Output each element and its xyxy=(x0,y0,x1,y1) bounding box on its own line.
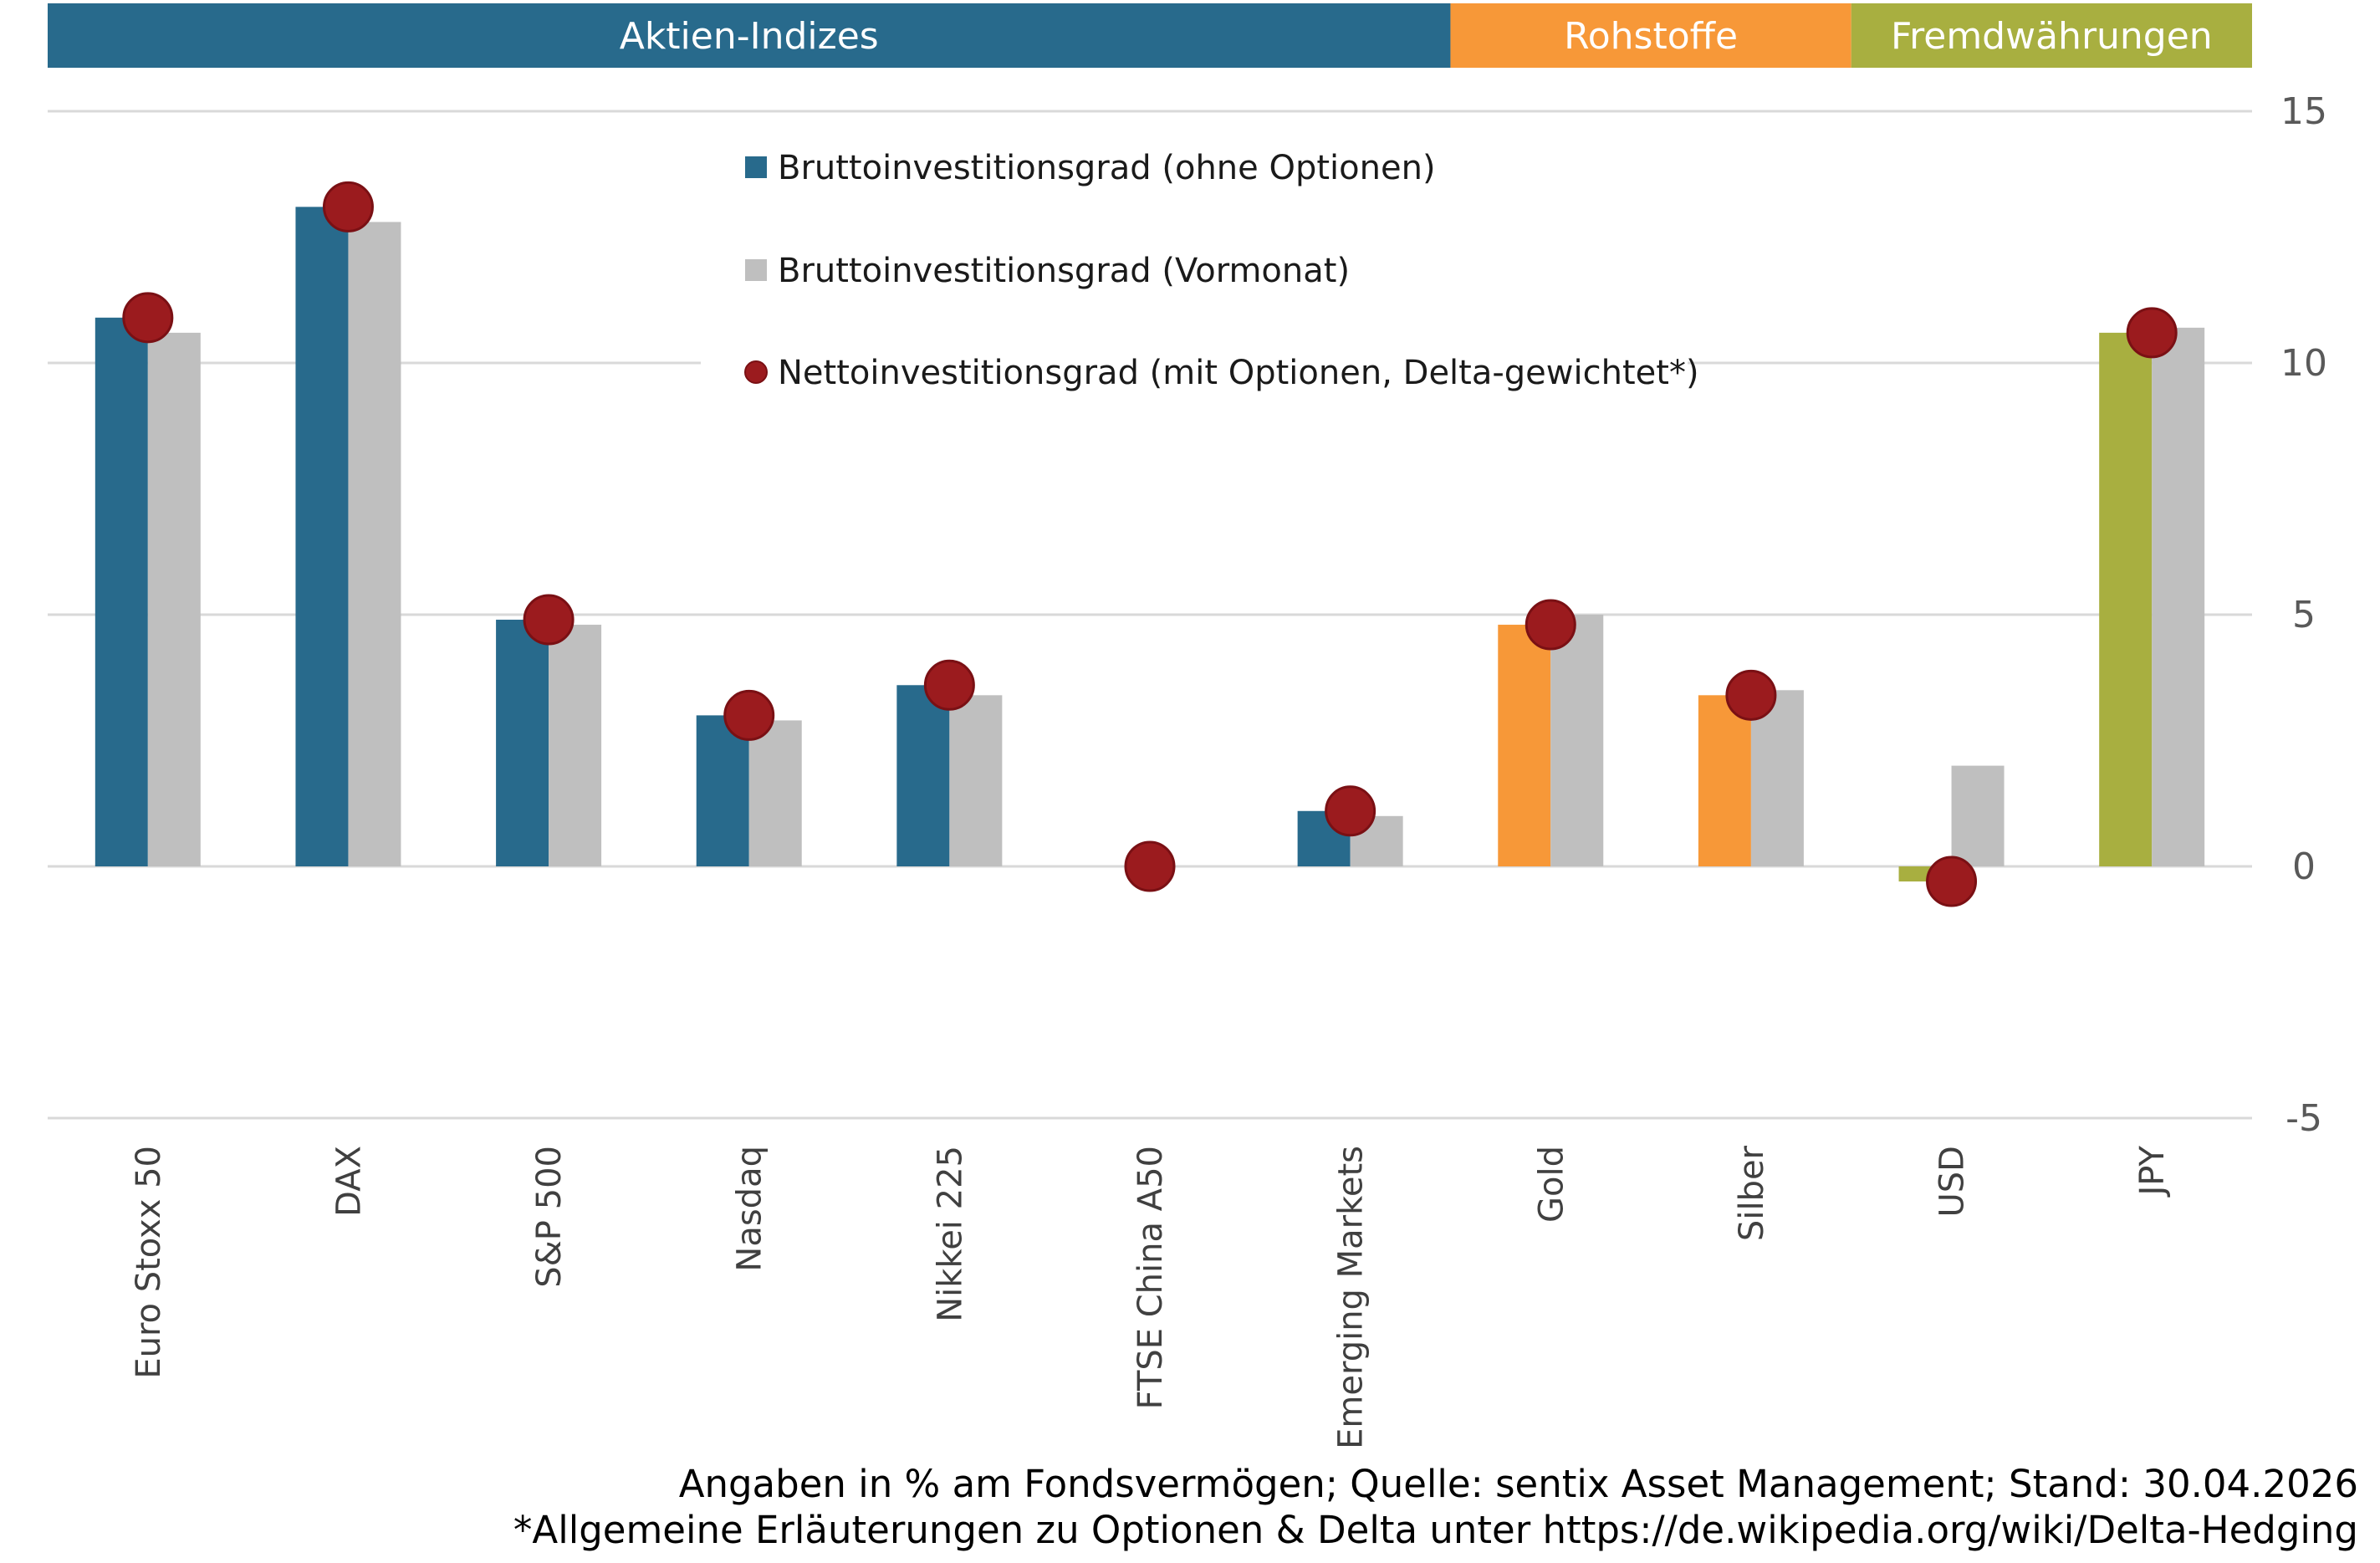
net-point xyxy=(1325,785,1376,837)
net-point xyxy=(1124,840,1176,892)
previous-month-bar xyxy=(949,695,1003,866)
y-tick-label: 15 xyxy=(2280,90,2327,133)
net-point xyxy=(723,689,775,741)
current-bar xyxy=(2099,332,2153,866)
group-label: Rohstoffe xyxy=(1564,15,1738,58)
legend-marker xyxy=(745,259,767,281)
previous-month-bar xyxy=(1951,765,2005,866)
previous-month-bar xyxy=(1550,615,1604,866)
previous-month-bar xyxy=(1750,690,1804,866)
category-label: Silber xyxy=(1733,1145,1771,1241)
current-bar xyxy=(696,715,749,866)
net-point xyxy=(2126,307,2178,359)
bars xyxy=(94,207,2205,882)
current-bar xyxy=(496,620,549,866)
legend-label: Nettoinvestitionsgrad (mit Optionen, Del… xyxy=(778,354,1699,392)
gridlines xyxy=(48,110,2252,1120)
net-point xyxy=(923,659,975,711)
net-point xyxy=(122,292,174,344)
legend: Bruttoinvestitionsgrad (ohne Optionen) Br… xyxy=(701,134,1699,410)
y-tick-label: 0 xyxy=(2292,845,2316,888)
current-bar xyxy=(1698,695,1751,866)
group-band xyxy=(48,3,1451,68)
group-band xyxy=(1450,3,1851,68)
y-tick-label: 10 xyxy=(2280,342,2327,385)
legend-marker xyxy=(745,156,767,178)
current-bar xyxy=(295,207,349,866)
net-point xyxy=(1926,856,1978,907)
y-axis-ticks: 15 10 5 0 -5 xyxy=(2280,90,2327,1140)
category-label: Nasdaq xyxy=(731,1146,769,1272)
legend-marker xyxy=(744,360,768,384)
category-label: Gold xyxy=(1532,1146,1570,1223)
current-bar xyxy=(896,685,950,866)
net-point xyxy=(523,594,575,646)
legend-label: Bruttoinvestitionsgrad (ohne Optionen) xyxy=(778,149,1436,187)
category-label: S&P 500 xyxy=(530,1146,569,1288)
category-label: FTSE China A50 xyxy=(1131,1146,1170,1409)
category-label: Nikkei 225 xyxy=(931,1146,969,1322)
previous-month-bar xyxy=(549,625,602,866)
net-point xyxy=(1525,599,1576,651)
legend-label: Bruttoinvestitionsgrad (Vormonat) xyxy=(778,252,1350,290)
footnote: *Allgemeine Erläuterungen zu Optionen & … xyxy=(513,1508,2358,1552)
net-points xyxy=(122,181,2178,907)
previous-month-bar xyxy=(2152,327,2205,866)
net-point xyxy=(322,181,374,232)
net-point xyxy=(1725,669,1777,721)
current-bar xyxy=(94,317,148,866)
category-label: JPY xyxy=(2133,1145,2172,1198)
previous-month-bar xyxy=(748,720,802,866)
group-label: Fremdwährungen xyxy=(1891,15,2213,58)
y-tick-label: -5 xyxy=(2286,1097,2322,1140)
category-label: Emerging Markets xyxy=(1332,1146,1371,1449)
group-header: Aktien-Indizes Rohstoffe Fremdwährungen xyxy=(48,3,2252,68)
category-label: USD xyxy=(1933,1146,1972,1217)
footnote: Angaben in % am Fondsvermögen; Quelle: s… xyxy=(679,1462,2358,1506)
group-band xyxy=(1851,3,2252,68)
category-label: Euro Stoxx 50 xyxy=(130,1146,168,1379)
y-tick-label: 5 xyxy=(2292,594,2316,636)
current-bar xyxy=(1498,625,1551,866)
group-label: Aktien-Indizes xyxy=(620,15,879,58)
category-label: DAX xyxy=(329,1146,368,1217)
x-axis-categories: Euro Stoxx 50 DAX S&P 500 Nasdaq Nikkei 225 F… xyxy=(130,1145,2172,1448)
previous-month-bar xyxy=(147,332,201,866)
footnotes: Angaben in % am Fondsvermögen; Quelle: s… xyxy=(513,1462,2358,1552)
previous-month-bar xyxy=(348,222,401,866)
